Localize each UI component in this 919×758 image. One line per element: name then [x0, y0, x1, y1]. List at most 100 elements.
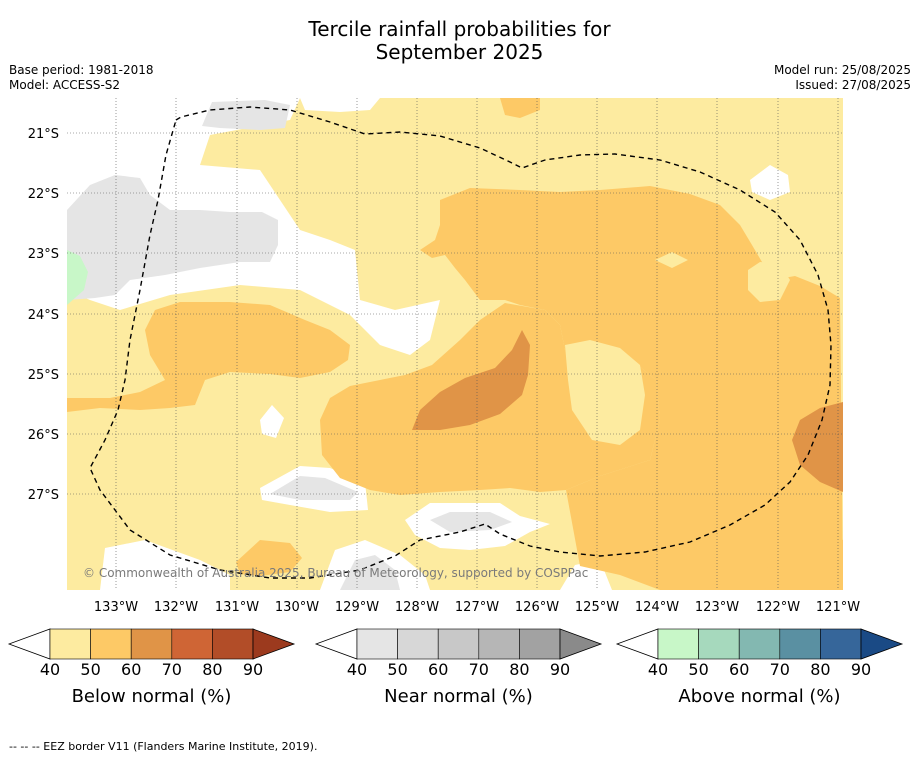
colorbar-segment — [820, 628, 862, 660]
lat-label: 26°S — [28, 428, 59, 443]
lon-label: 124°W — [635, 600, 679, 615]
copyright-text: © Commonwealth of Australia 2025, Bureau… — [83, 566, 588, 580]
colorbar-tick-label: 70 — [468, 660, 489, 679]
near-normal-south-3 — [340, 555, 400, 590]
colorbar-segment — [49, 628, 91, 660]
colorbar-segment — [779, 628, 821, 660]
title-line-1: Tercile rainfall probabilities for — [308, 17, 611, 41]
colorbar-tick-label: 80 — [810, 660, 831, 679]
colorbar-tick-label: 80 — [202, 660, 223, 679]
eez-border — [89, 106, 832, 579]
below-60-east-patch — [792, 402, 843, 492]
longitude-labels: 133°W 132°W 131°W 130°W 129°W 128°W 127°W 126°W… — [94, 600, 860, 615]
colorbar-left-extend — [615, 628, 659, 660]
colorbar-segment — [397, 628, 439, 660]
model-label: Model: ACCESS-S2 — [9, 78, 121, 92]
white-region-small-1 — [260, 405, 284, 438]
colorbar-tick-label: 90 — [549, 660, 571, 679]
below-60-central-patch — [412, 330, 530, 430]
lon-label: 122°W — [756, 600, 800, 615]
colorbar-right-extend — [559, 628, 603, 660]
colorbar-left-extend — [314, 628, 358, 660]
colorbars — [7, 628, 904, 660]
colorbar-segment — [130, 628, 173, 660]
colorbar-tick-label: 80 — [509, 660, 530, 679]
colorbar-segment — [437, 628, 480, 660]
lon-label: 127°W — [455, 600, 499, 615]
lon-label: 128°W — [395, 600, 439, 615]
lon-label: 129°W — [335, 600, 379, 615]
chart-title: Tercile rainfall probabilities for Septe… — [0, 18, 919, 64]
base-period-label: Base period: 1981-2018 — [9, 63, 154, 77]
colorbar-segment — [657, 628, 699, 660]
below-40-small-hole — [655, 252, 688, 268]
colorbar-left-extend — [7, 628, 51, 660]
colorbar-tick-label: 50 — [387, 660, 408, 679]
below-40-central-hole — [565, 340, 645, 445]
colorbar-near-normal — [314, 628, 603, 660]
lon-label: 121°W — [816, 600, 860, 615]
colorbar-above-normal — [615, 628, 904, 660]
lon-label: 130°W — [275, 600, 319, 615]
footer-eez-note: -- -- -- EEZ border V11 (Flanders Marine… — [9, 740, 318, 753]
lon-label: 133°W — [94, 600, 138, 615]
below-50-west-band — [67, 302, 350, 412]
lon-label: 132°W — [154, 600, 198, 615]
colorbar-tick-label: 50 — [688, 660, 709, 679]
below-50-southeast — [765, 530, 843, 590]
white-region-north-center — [300, 98, 380, 112]
lon-label: 126°W — [515, 600, 559, 615]
model-run-label: Model run: 25/08/2025 — [773, 63, 911, 77]
colorbar-segment — [90, 628, 132, 660]
meta-left: Base period: 1981-2018 Model: ACCESS-S2 — [9, 63, 154, 93]
colorbar-segment — [212, 628, 254, 660]
colorbar-tick-label: 70 — [769, 660, 790, 679]
colorbar-segment — [698, 628, 740, 660]
lon-label: 131°W — [215, 600, 259, 615]
above-normal-west — [67, 250, 88, 305]
colorbar-segment — [478, 628, 520, 660]
title-line-2: September 2025 — [375, 40, 544, 64]
colorbar-tick-label: 40 — [346, 660, 368, 679]
below-40-east-hole — [748, 262, 790, 302]
colorbar-tick-label: 50 — [80, 660, 101, 679]
above-normal-label: Above normal (%) — [678, 686, 841, 707]
lat-label: 21°S — [28, 127, 59, 142]
below-50-south — [236, 540, 302, 576]
lat-label: 25°S — [28, 368, 59, 383]
colorbar-segment — [738, 628, 781, 660]
lon-label: 125°W — [575, 600, 619, 615]
colorbar-tick-label: 60 — [729, 660, 750, 679]
colorbar-tick-label: 40 — [647, 660, 669, 679]
near-normal-label: Near normal (%) — [384, 686, 533, 707]
colorbar-segment — [171, 628, 213, 660]
map-fill-layer — [67, 98, 843, 590]
colorbar-tick-label: 90 — [242, 660, 264, 679]
colorbar-tick-label: 90 — [850, 660, 872, 679]
lat-label: 23°S — [28, 247, 59, 262]
white-region-northeast — [750, 165, 790, 200]
colorbar-tick-label: 60 — [428, 660, 449, 679]
lat-label: 27°S — [28, 488, 59, 503]
lon-label: 123°W — [695, 600, 739, 615]
white-region-south-west — [100, 540, 230, 590]
colorbar-below-normal — [7, 628, 296, 660]
colorbar-segment — [356, 628, 398, 660]
latitude-labels: 21°S 22°S 23°S 24°S 25°S 26°S 27°S — [28, 127, 59, 503]
meta-right: Model run: 25/08/2025 Issued: 27/08/2025 — [774, 63, 911, 93]
below-50-northeast-band — [420, 186, 843, 590]
colorbar-tick-label: 40 — [39, 660, 61, 679]
colorbar-tick-label: 60 — [121, 660, 142, 679]
near-normal-north — [202, 100, 290, 130]
below-50-north — [500, 98, 540, 118]
colorbar-segment — [519, 628, 561, 660]
near-normal-northwest — [67, 175, 278, 300]
colorbar-right-extend — [860, 628, 904, 660]
below-normal-label: Below normal (%) — [71, 686, 232, 707]
near-normal-south-2 — [430, 512, 512, 532]
lat-label: 24°S — [28, 308, 59, 323]
lat-label: 22°S — [28, 187, 59, 202]
colorbar-right-extend — [252, 628, 296, 660]
colorbar-tick-label: 70 — [161, 660, 182, 679]
